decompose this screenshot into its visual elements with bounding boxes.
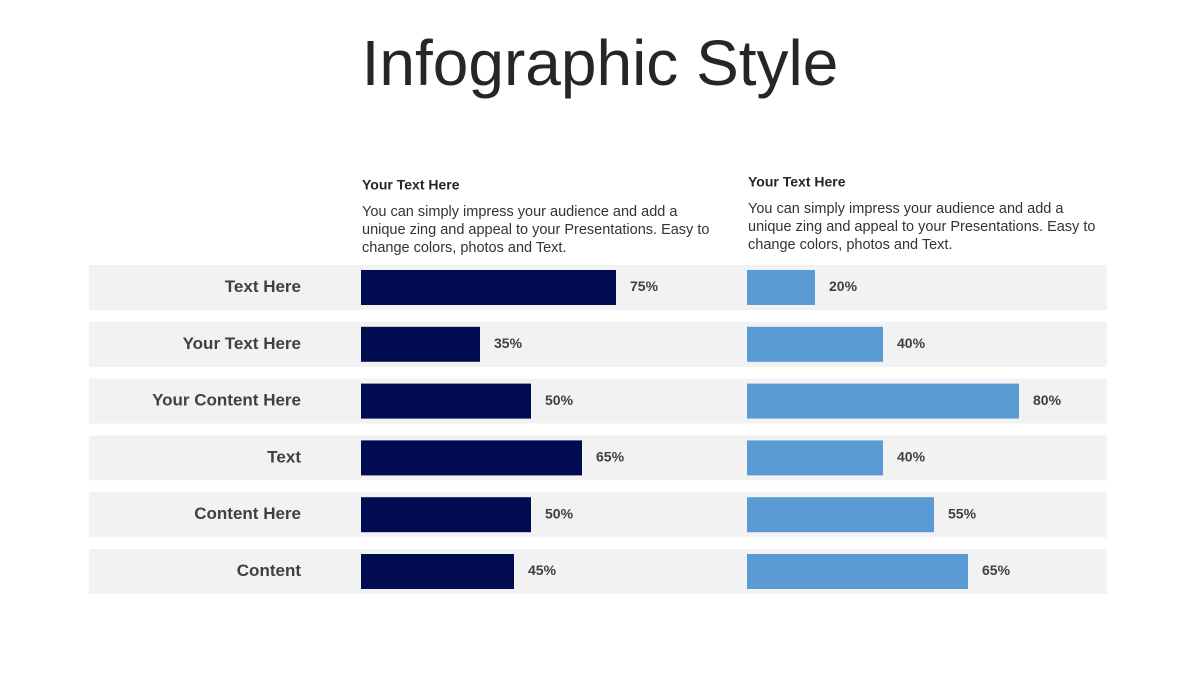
value-label: 35% xyxy=(494,335,523,351)
category-label: Content Here xyxy=(194,504,301,523)
chart-title: Infographic Style xyxy=(362,27,839,99)
value-label: 40% xyxy=(897,449,926,465)
row-band xyxy=(89,435,1107,481)
value-label: 50% xyxy=(545,392,574,408)
category-label: Your Content Here xyxy=(152,391,301,410)
bar xyxy=(747,554,968,589)
bar xyxy=(747,497,934,533)
bar xyxy=(747,383,1019,419)
series-description-box: You can simply impress your audience and… xyxy=(362,204,710,256)
series-description-box: You can simply impress your audience and… xyxy=(748,201,1096,253)
series-header: Your Text Here xyxy=(748,174,846,190)
category-label: Text xyxy=(267,447,301,466)
category-label: Your Text Here xyxy=(183,334,301,353)
bar xyxy=(361,326,480,362)
value-label: 75% xyxy=(630,278,659,294)
bar xyxy=(747,440,883,476)
bar xyxy=(361,440,582,476)
series-description: You can simply impress your audience and… xyxy=(748,201,1096,253)
value-label: 80% xyxy=(1033,392,1062,408)
value-label: 50% xyxy=(545,505,574,521)
bar xyxy=(747,326,883,362)
value-label: 65% xyxy=(982,562,1011,578)
value-label: 20% xyxy=(829,278,858,294)
bar xyxy=(361,270,616,305)
category-label: Text Here xyxy=(225,277,301,296)
series-description: You can simply impress your audience and… xyxy=(362,204,710,256)
bar xyxy=(361,383,531,419)
value-label: 45% xyxy=(528,562,557,578)
bar xyxy=(747,270,815,305)
category-label: Content xyxy=(237,561,302,580)
bar xyxy=(361,554,514,589)
row-band xyxy=(89,321,1107,367)
value-label: 55% xyxy=(948,505,977,521)
value-label: 40% xyxy=(897,335,926,351)
series-header: Your Text Here xyxy=(362,177,460,193)
row-band xyxy=(89,492,1107,538)
value-label: 65% xyxy=(596,449,625,465)
bar xyxy=(361,497,531,533)
